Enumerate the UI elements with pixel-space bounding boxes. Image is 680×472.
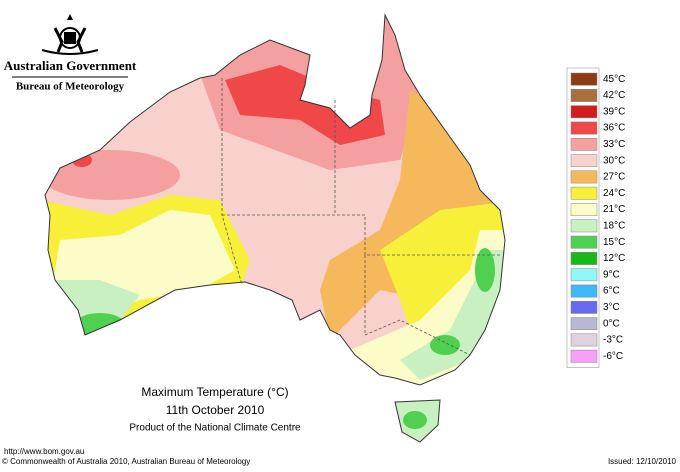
legend-swatch	[570, 268, 598, 282]
legend: 45°C 42°C 39°C 36°C 33°C 30°C 27°C 24°C 21°C 18°C…	[566, 67, 625, 368]
legend-label: 21°C	[603, 204, 625, 215]
legend-swatch	[570, 137, 598, 151]
legend-swatch	[570, 72, 598, 86]
legend-swatch	[570, 186, 598, 200]
legend-swatch	[570, 121, 598, 135]
bureau-name: Bureau of Meteorology	[16, 81, 125, 93]
legend-label: -3°C	[603, 335, 623, 346]
legend-swatch	[570, 300, 598, 314]
state-borders	[221, 78, 500, 356]
legend-swatch	[570, 252, 598, 265]
legend-label: 6°C	[603, 286, 620, 297]
legend-label: 42°C	[603, 90, 625, 101]
crest	[41, 14, 99, 55]
caption-product: Product of the National Climate Centre	[129, 423, 301, 434]
legend-label: 9°C	[603, 269, 620, 280]
footer-url: http://www.bom.gov.au	[4, 447, 84, 456]
legend-swatch	[570, 284, 598, 298]
region	[403, 411, 427, 429]
legend-label: 0°C	[603, 318, 620, 329]
legend-label: 24°C	[603, 188, 625, 199]
legend-swatch	[570, 235, 598, 249]
region	[430, 335, 460, 355]
region	[475, 248, 495, 292]
legend-swatch	[570, 333, 598, 347]
legend-label: 12°C	[603, 253, 625, 264]
legend-frame	[566, 67, 600, 368]
caption-title: Maximum Temperature (°C)	[141, 385, 288, 399]
legend-swatch	[570, 170, 598, 184]
legend-swatch	[570, 89, 598, 102]
legend-swatch	[570, 317, 598, 331]
region	[225, 65, 385, 145]
legend-label: 36°C	[603, 123, 625, 134]
legend-label: 33°C	[603, 139, 625, 150]
legend-label: 3°C	[603, 302, 620, 313]
legend-label: 18°C	[603, 220, 625, 231]
legend-label: -6°C	[603, 351, 623, 362]
legend-swatch	[570, 349, 598, 363]
legend-swatch	[570, 219, 598, 233]
legend-label: 39°C	[603, 106, 625, 117]
footer-copyright: © Commonwealth of Australia 2010, Austra…	[2, 457, 250, 466]
legend-label: 15°C	[603, 237, 625, 248]
legend-label: 30°C	[603, 155, 625, 166]
footer-issued: Issued: 12/10/2010	[608, 457, 677, 466]
region	[45, 150, 180, 200]
legend-swatch	[570, 154, 598, 168]
legend-swatch	[570, 203, 598, 216]
government-name: Australian Government	[4, 58, 137, 73]
legend-swatch	[570, 105, 598, 119]
legend-label: 45°C	[603, 74, 625, 85]
legend-label: 27°C	[603, 172, 625, 183]
caption-date: 11th October 2010	[166, 403, 265, 417]
